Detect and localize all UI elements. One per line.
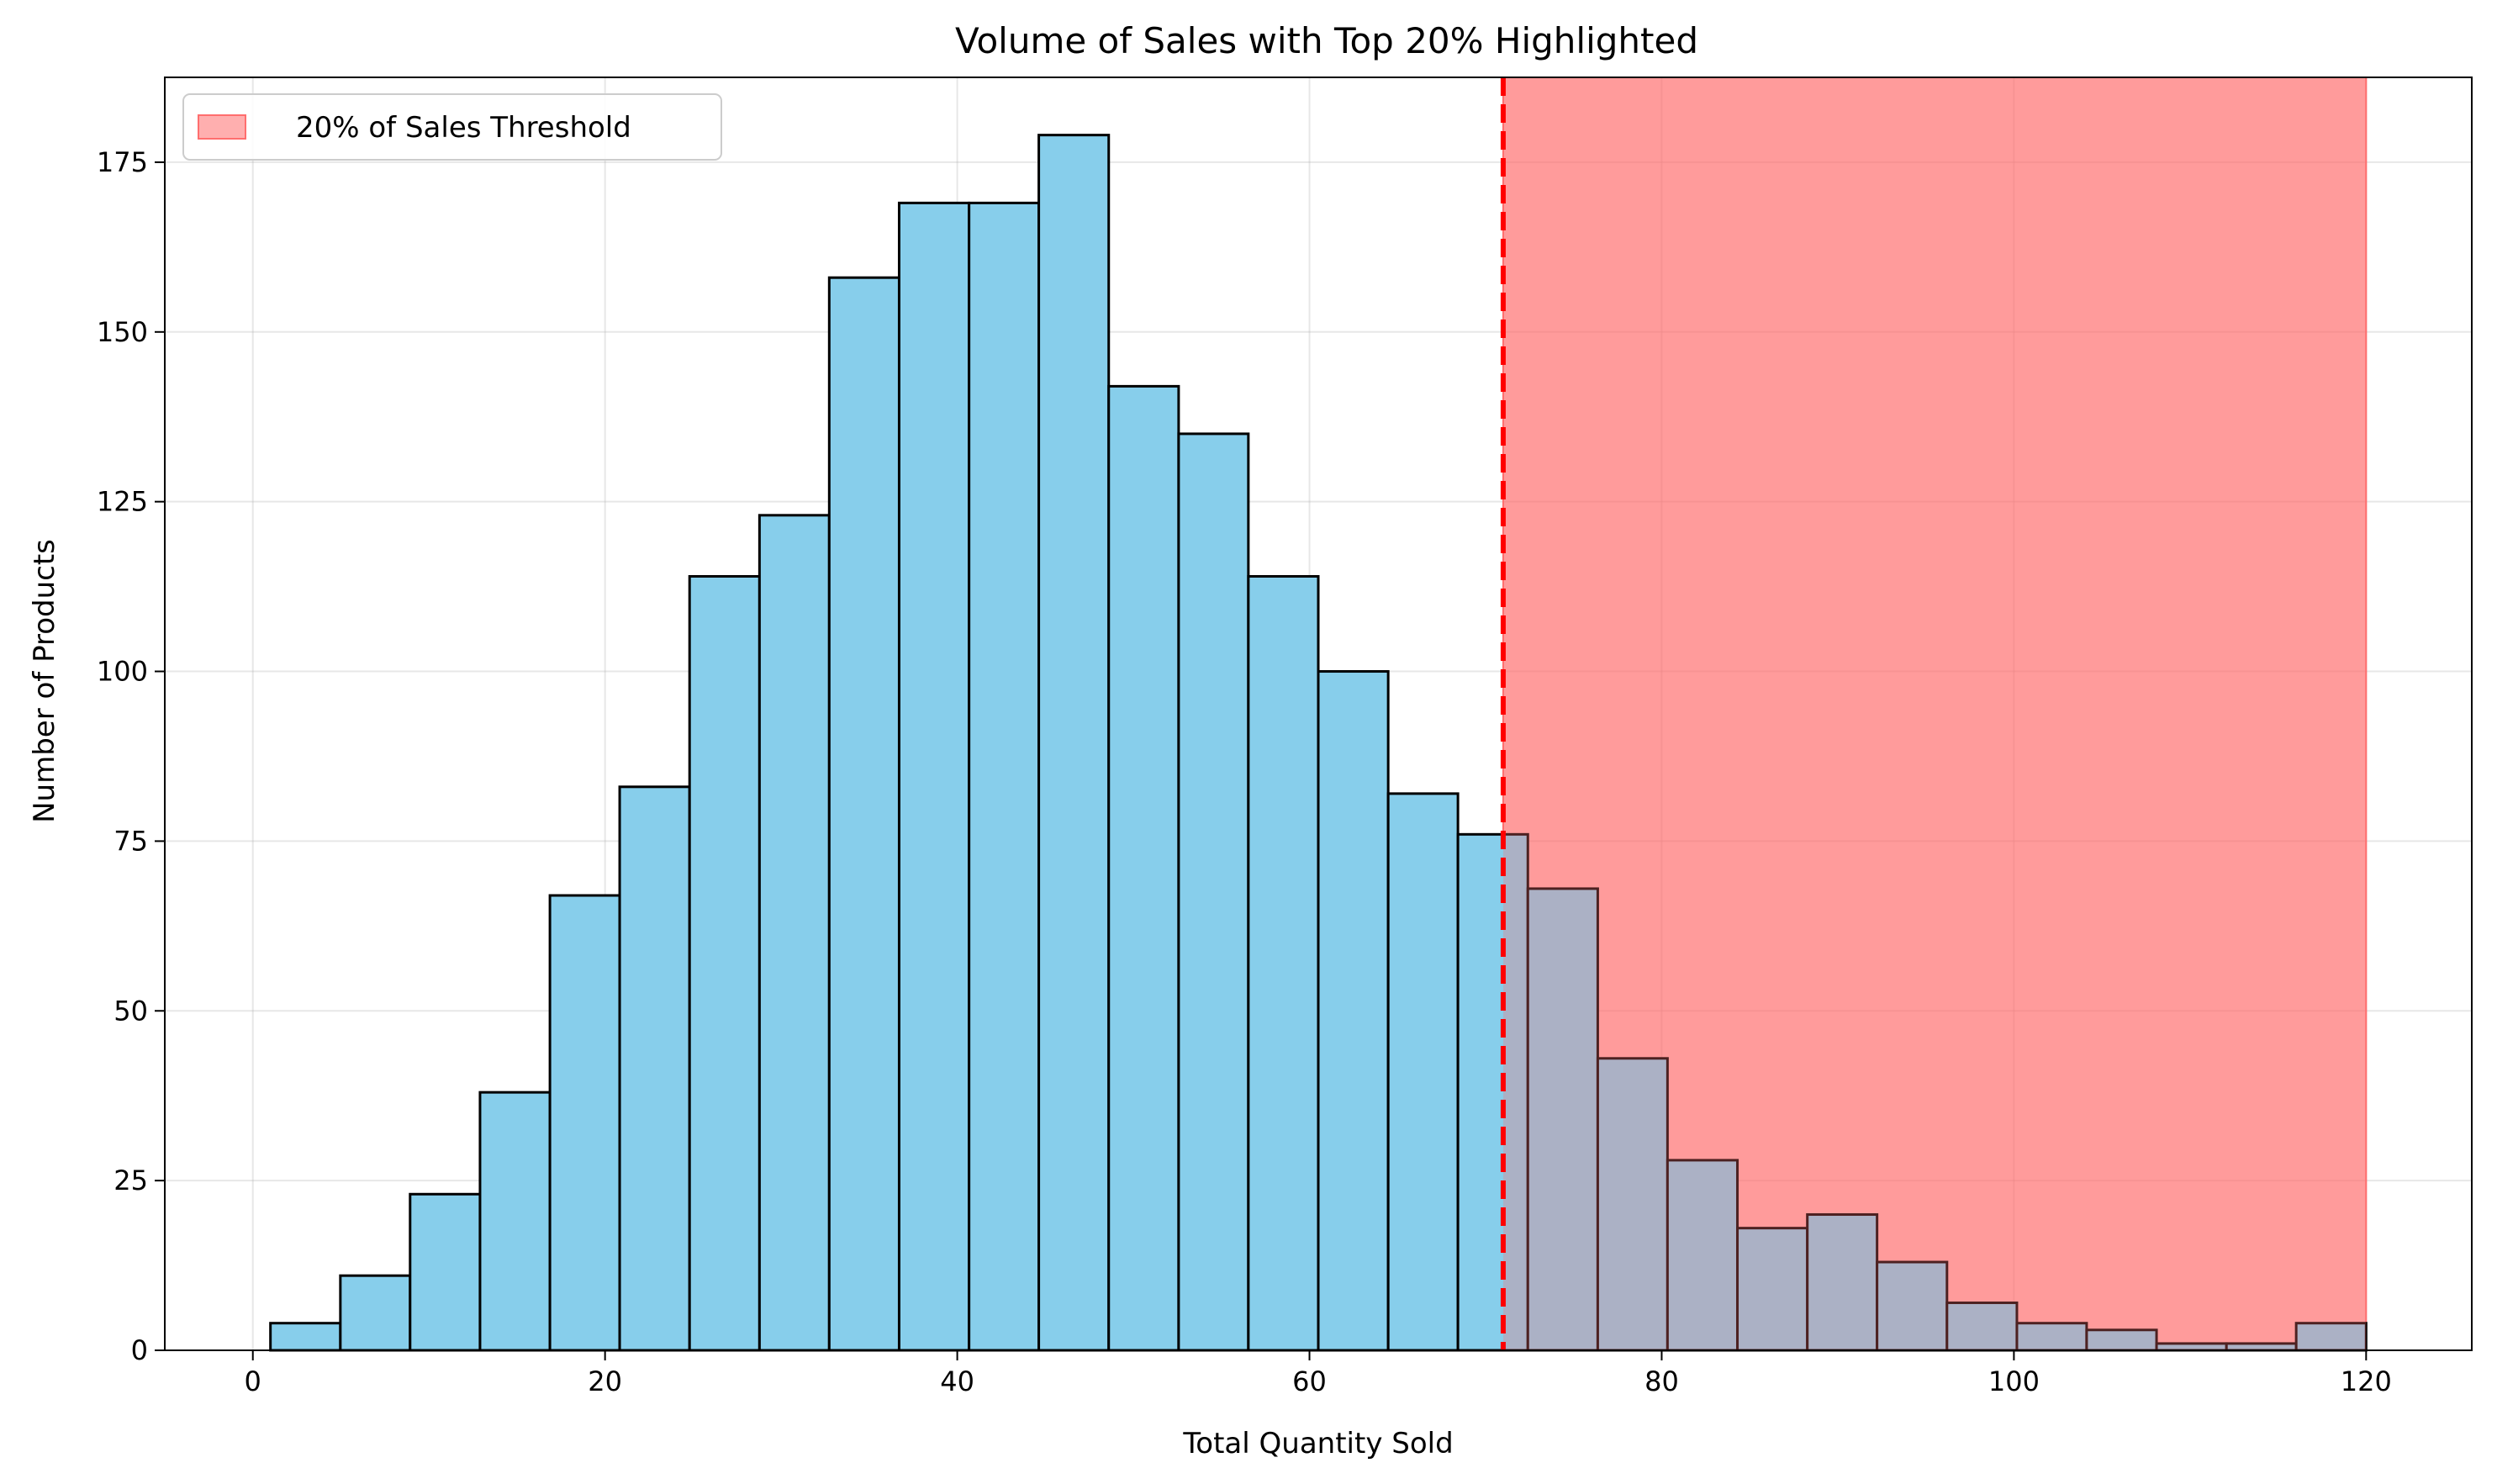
histogram-bar	[1107, 384, 1180, 1352]
y-tick-label: 150	[97, 316, 148, 348]
chart-title: Volume of Sales with Top 20% Highlighted	[955, 20, 1698, 61]
histogram-bar	[1945, 1301, 2019, 1352]
histogram-bar	[339, 1274, 412, 1352]
histogram-bar	[1317, 670, 1390, 1352]
x-tick-label: 80	[1644, 1365, 1679, 1397]
x-tick-label: 0	[245, 1365, 261, 1397]
histogram-bar	[897, 201, 971, 1352]
histogram-bar	[1876, 1260, 1949, 1352]
x-tick-label: 120	[2341, 1365, 2392, 1397]
histogram-bar	[478, 1091, 552, 1352]
histogram-bar	[1666, 1159, 1739, 1352]
histogram-bar	[827, 276, 900, 1352]
histogram-bar	[1456, 832, 1529, 1352]
histogram-bar	[2294, 1322, 2368, 1352]
y-tick-label: 50	[114, 995, 148, 1027]
y-tick-label: 25	[114, 1164, 148, 1196]
legend-box	[182, 93, 722, 161]
y-tick-label: 125	[97, 486, 148, 518]
y-axis-ticks: 0 25 50 75 100 125 150 175	[97, 146, 165, 1366]
x-axis-label: Total Quantity Sold	[1182, 1427, 1453, 1460]
histogram-bar	[1806, 1213, 1879, 1352]
histogram-bar	[1247, 574, 1320, 1352]
plot-frame	[164, 77, 2473, 1351]
x-tick-label: 40	[940, 1365, 974, 1397]
histogram-bar	[758, 514, 831, 1352]
y-tick-label: 75	[114, 825, 148, 857]
x-tick-label: 20	[588, 1365, 622, 1397]
y-tick-label: 0	[131, 1334, 148, 1366]
x-tick-label: 100	[1988, 1365, 2040, 1397]
x-tick-label: 60	[1292, 1365, 1327, 1397]
histogram-bar	[1736, 1227, 1809, 1352]
x-axis-ticks: 0 20 40 60 80 100 120	[245, 1350, 2392, 1397]
legend-label: 20% of Sales Threshold	[296, 111, 631, 145]
histogram-bars	[269, 77, 2368, 1352]
histogram-bar	[548, 894, 621, 1352]
histogram-bar	[618, 785, 691, 1352]
histogram-bar	[1386, 792, 1460, 1352]
legend: 20% of Sales Threshold	[182, 93, 722, 161]
legend-swatch	[198, 114, 246, 140]
histogram-bar	[968, 201, 1041, 1352]
y-axis-label: Number of Products	[28, 539, 61, 823]
histogram-bar	[269, 1322, 342, 1352]
y-tick-label: 100	[97, 656, 148, 688]
histogram-bar	[1037, 134, 1111, 1352]
histogram-bar	[688, 574, 761, 1352]
histogram-bar	[1177, 432, 1250, 1352]
threshold-span-overlay	[1502, 77, 2367, 1350]
histogram-bar	[409, 1192, 482, 1352]
y-tick-label: 175	[97, 146, 148, 178]
histogram-bar	[2015, 1322, 2088, 1352]
